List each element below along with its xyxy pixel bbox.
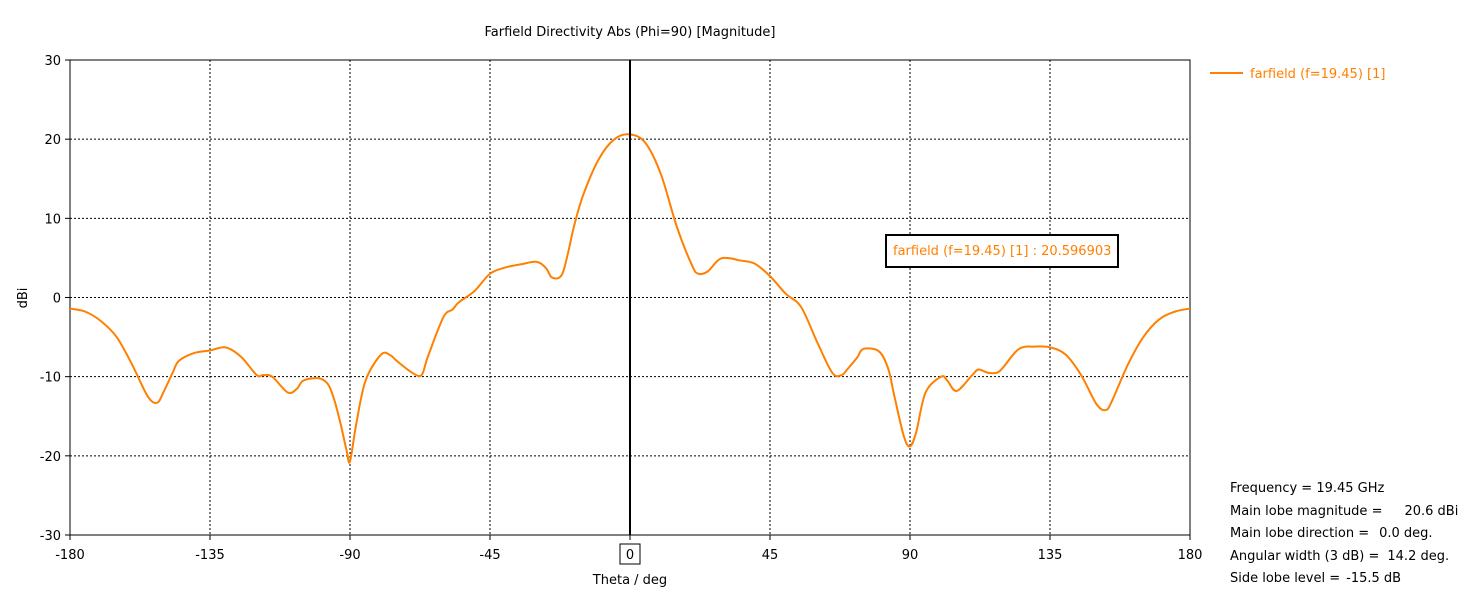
chart-title: Farfield Directivity Abs (Phi=90) [Magni…	[484, 25, 775, 40]
info-label: Side lobe level =	[1230, 571, 1341, 586]
annotation-box	[885, 234, 1119, 268]
x-tick-label: -90	[339, 548, 360, 563]
y-tick-label: -30	[40, 529, 61, 544]
y-tick-label: 20	[44, 133, 61, 148]
x-tick-label: 180	[1178, 548, 1203, 563]
y-tick-label: 30	[44, 54, 61, 69]
info-value: 0.0 deg.	[1379, 526, 1433, 541]
theta-marker-box[interactable]	[619, 543, 641, 565]
info-label: Frequency =	[1230, 481, 1317, 496]
y-axis-ticks: -30 -20 -10 0 10 20 30	[40, 54, 70, 544]
y-tick-label: 10	[44, 212, 61, 227]
x-tick-label: -135	[195, 548, 225, 563]
y-axis-label: dBi	[16, 288, 31, 309]
info-side-lobe-level: Side lobe level = -15.5 dB	[1230, 568, 1458, 591]
series-layer	[69, 133, 1191, 464]
info-value: -15.5 dB	[1346, 571, 1402, 586]
info-value: 14.2 deg.	[1387, 548, 1450, 564]
x-axis-ticks: -180 -135 -90 -45 45 90 135 180	[55, 535, 1202, 563]
info-main-lobe-magnitude: Main lobe magnitude = 20.6 dBi	[1230, 501, 1458, 524]
y-tick-label: -20	[40, 450, 61, 465]
info-frequency: Frequency = 19.45 GHz	[1230, 478, 1458, 501]
y-tick-label: 0	[53, 292, 61, 307]
info-value: 20.6 dBi	[1404, 503, 1459, 519]
x-tick-label: 135	[1038, 548, 1063, 563]
annotation-text: farfield (f=19.45) [1] : 20.596903	[893, 244, 1111, 259]
theta-marker-label: 0	[626, 548, 634, 563]
info-label: Main lobe magnitude =	[1230, 503, 1383, 519]
x-tick-label: -180	[55, 548, 85, 563]
info-angular-width: Angular width (3 dB) = 14.2 deg.	[1230, 546, 1458, 569]
info-value: 19.45 GHz	[1316, 481, 1385, 496]
x-axis-label: Theta / deg	[592, 573, 667, 588]
y-tick-label: -10	[40, 371, 61, 386]
x-tick-label: 90	[902, 548, 919, 563]
info-main-lobe-direction: Main lobe direction = 0.0 deg.	[1230, 523, 1458, 546]
info-label: Angular width (3 dB) =	[1230, 548, 1380, 564]
x-tick-label: -45	[479, 548, 500, 563]
series-line	[69, 133, 1191, 464]
info-label: Main lobe direction =	[1230, 526, 1370, 541]
legend-entry[interactable]: farfield (f=19.45) [1]	[1250, 67, 1385, 82]
antenna-info-panel: Frequency = 19.45 GHz Main lobe magnitud…	[1230, 478, 1458, 591]
x-tick-label: 45	[762, 548, 779, 563]
